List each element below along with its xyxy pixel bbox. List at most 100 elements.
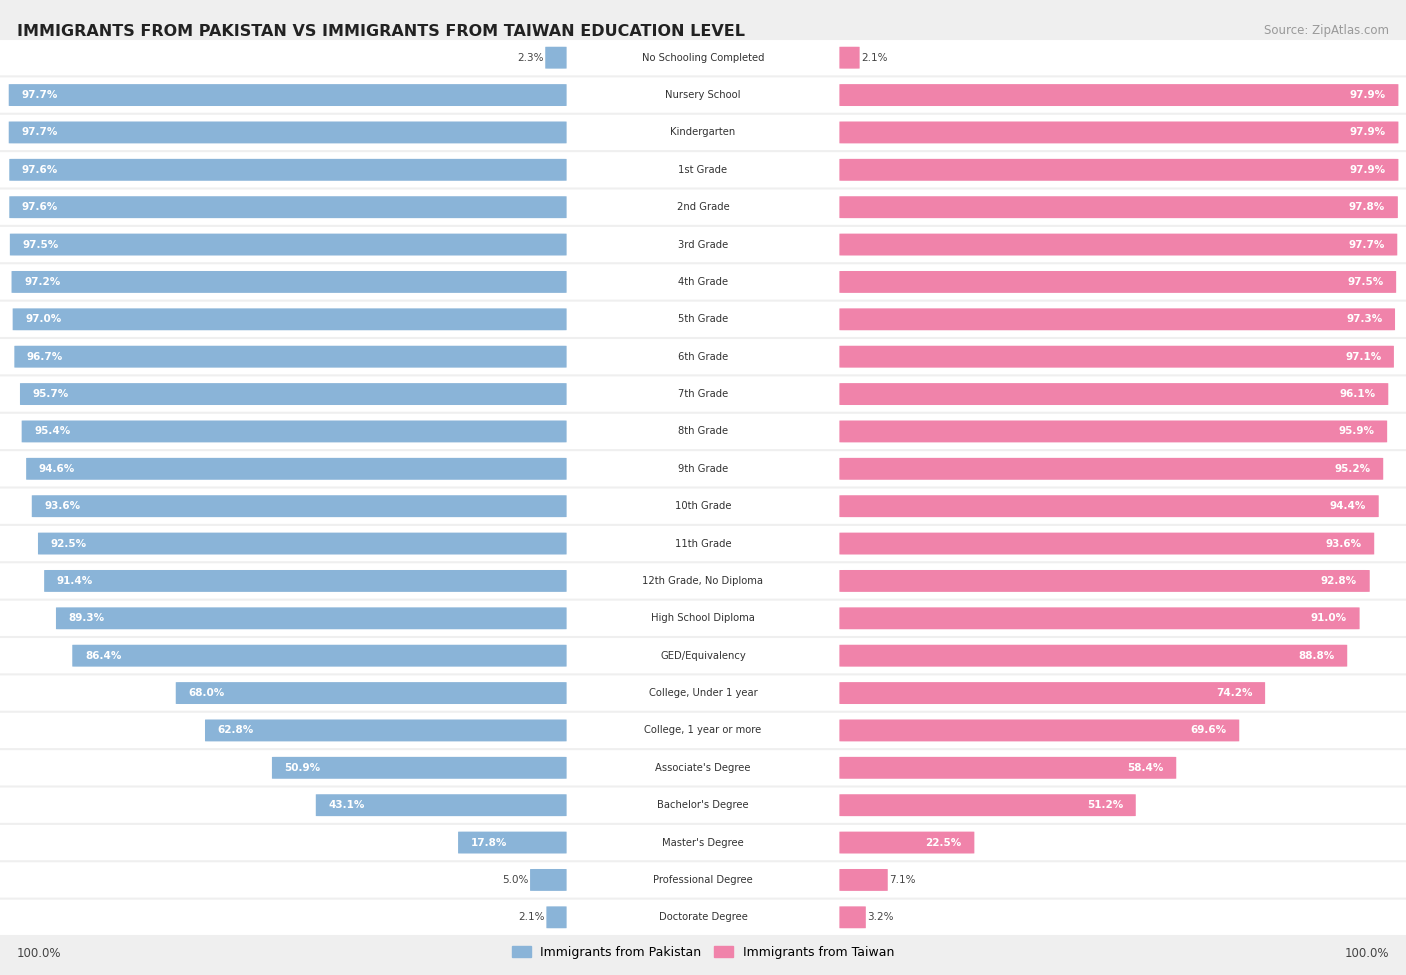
Text: GED/Equivalency: GED/Equivalency	[661, 650, 745, 661]
Text: 1st Grade: 1st Grade	[679, 165, 727, 175]
FancyBboxPatch shape	[0, 713, 1406, 748]
Text: Professional Degree: Professional Degree	[654, 875, 752, 885]
FancyBboxPatch shape	[530, 869, 567, 891]
Text: 11th Grade: 11th Grade	[675, 538, 731, 549]
FancyBboxPatch shape	[839, 644, 1347, 667]
FancyBboxPatch shape	[839, 832, 974, 853]
FancyBboxPatch shape	[20, 383, 567, 405]
Text: 2.1%: 2.1%	[519, 913, 546, 922]
FancyBboxPatch shape	[11, 271, 567, 292]
FancyBboxPatch shape	[0, 376, 1406, 411]
FancyBboxPatch shape	[839, 757, 1177, 779]
Text: 94.4%: 94.4%	[1330, 501, 1367, 511]
Text: No Schooling Completed: No Schooling Completed	[641, 53, 765, 62]
Text: 97.8%: 97.8%	[1348, 202, 1385, 213]
FancyBboxPatch shape	[839, 84, 1399, 106]
Text: IMMIGRANTS FROM PAKISTAN VS IMMIGRANTS FROM TAIWAN EDUCATION LEVEL: IMMIGRANTS FROM PAKISTAN VS IMMIGRANTS F…	[17, 24, 745, 39]
Legend: Immigrants from Pakistan, Immigrants from Taiwan: Immigrants from Pakistan, Immigrants fro…	[506, 941, 900, 964]
FancyBboxPatch shape	[0, 339, 1406, 374]
FancyBboxPatch shape	[10, 159, 567, 180]
Text: 97.9%: 97.9%	[1350, 165, 1386, 175]
FancyBboxPatch shape	[839, 495, 1379, 517]
FancyBboxPatch shape	[0, 526, 1406, 562]
Text: 97.9%: 97.9%	[1350, 90, 1386, 100]
Text: College, 1 year or more: College, 1 year or more	[644, 725, 762, 735]
FancyBboxPatch shape	[0, 40, 1406, 75]
Text: Nursery School: Nursery School	[665, 90, 741, 100]
FancyBboxPatch shape	[839, 570, 1369, 592]
Text: 96.1%: 96.1%	[1340, 389, 1375, 399]
Text: 92.8%: 92.8%	[1322, 576, 1357, 586]
FancyBboxPatch shape	[10, 234, 567, 255]
Text: Kindergarten: Kindergarten	[671, 128, 735, 137]
FancyBboxPatch shape	[14, 346, 567, 368]
FancyBboxPatch shape	[546, 47, 567, 68]
Text: 5th Grade: 5th Grade	[678, 314, 728, 325]
Text: 97.7%: 97.7%	[21, 128, 58, 137]
FancyBboxPatch shape	[839, 346, 1393, 368]
FancyBboxPatch shape	[839, 47, 859, 68]
FancyBboxPatch shape	[839, 234, 1398, 255]
FancyBboxPatch shape	[316, 795, 567, 816]
Text: 17.8%: 17.8%	[471, 838, 508, 847]
Text: 95.2%: 95.2%	[1334, 464, 1371, 474]
Text: 97.9%: 97.9%	[1350, 128, 1386, 137]
FancyBboxPatch shape	[13, 308, 567, 331]
FancyBboxPatch shape	[56, 607, 567, 629]
FancyBboxPatch shape	[0, 750, 1406, 786]
FancyBboxPatch shape	[0, 788, 1406, 823]
FancyBboxPatch shape	[839, 420, 1388, 443]
Text: 89.3%: 89.3%	[69, 613, 104, 623]
FancyBboxPatch shape	[839, 308, 1395, 331]
Text: 10th Grade: 10th Grade	[675, 501, 731, 511]
FancyBboxPatch shape	[27, 458, 567, 480]
Text: Source: ZipAtlas.com: Source: ZipAtlas.com	[1264, 24, 1389, 37]
FancyBboxPatch shape	[0, 488, 1406, 524]
Text: 50.9%: 50.9%	[284, 762, 321, 773]
FancyBboxPatch shape	[0, 115, 1406, 150]
Text: 97.7%: 97.7%	[1348, 240, 1385, 250]
Text: 9th Grade: 9th Grade	[678, 464, 728, 474]
FancyBboxPatch shape	[839, 458, 1384, 480]
Text: 100.0%: 100.0%	[1344, 947, 1389, 960]
Text: 97.0%: 97.0%	[25, 314, 62, 325]
Text: 86.4%: 86.4%	[84, 650, 121, 661]
Text: 2nd Grade: 2nd Grade	[676, 202, 730, 213]
FancyBboxPatch shape	[8, 84, 567, 106]
FancyBboxPatch shape	[205, 720, 567, 741]
Text: 96.7%: 96.7%	[27, 352, 63, 362]
FancyBboxPatch shape	[0, 77, 1406, 113]
Text: 97.3%: 97.3%	[1346, 314, 1382, 325]
Text: 7.1%: 7.1%	[889, 875, 915, 885]
FancyBboxPatch shape	[839, 196, 1398, 218]
Text: 69.6%: 69.6%	[1191, 725, 1226, 735]
Text: 97.7%: 97.7%	[21, 90, 58, 100]
Text: Master's Degree: Master's Degree	[662, 838, 744, 847]
FancyBboxPatch shape	[839, 532, 1374, 555]
FancyBboxPatch shape	[32, 495, 567, 517]
FancyBboxPatch shape	[839, 869, 887, 891]
Text: 6th Grade: 6th Grade	[678, 352, 728, 362]
Text: Doctorate Degree: Doctorate Degree	[658, 913, 748, 922]
FancyBboxPatch shape	[458, 832, 567, 853]
Text: High School Diploma: High School Diploma	[651, 613, 755, 623]
FancyBboxPatch shape	[839, 159, 1399, 180]
Text: 51.2%: 51.2%	[1087, 800, 1123, 810]
FancyBboxPatch shape	[0, 564, 1406, 599]
FancyBboxPatch shape	[10, 196, 567, 218]
FancyBboxPatch shape	[839, 795, 1136, 816]
FancyBboxPatch shape	[0, 676, 1406, 711]
FancyBboxPatch shape	[0, 451, 1406, 487]
FancyBboxPatch shape	[839, 383, 1388, 405]
FancyBboxPatch shape	[839, 607, 1360, 629]
Text: College, Under 1 year: College, Under 1 year	[648, 688, 758, 698]
Text: 91.4%: 91.4%	[56, 576, 93, 586]
Text: 95.4%: 95.4%	[34, 426, 70, 437]
Text: 97.6%: 97.6%	[22, 165, 58, 175]
FancyBboxPatch shape	[72, 644, 567, 667]
FancyBboxPatch shape	[839, 271, 1396, 292]
FancyBboxPatch shape	[0, 900, 1406, 935]
Text: 94.6%: 94.6%	[39, 464, 75, 474]
Text: 8th Grade: 8th Grade	[678, 426, 728, 437]
FancyBboxPatch shape	[839, 720, 1239, 741]
